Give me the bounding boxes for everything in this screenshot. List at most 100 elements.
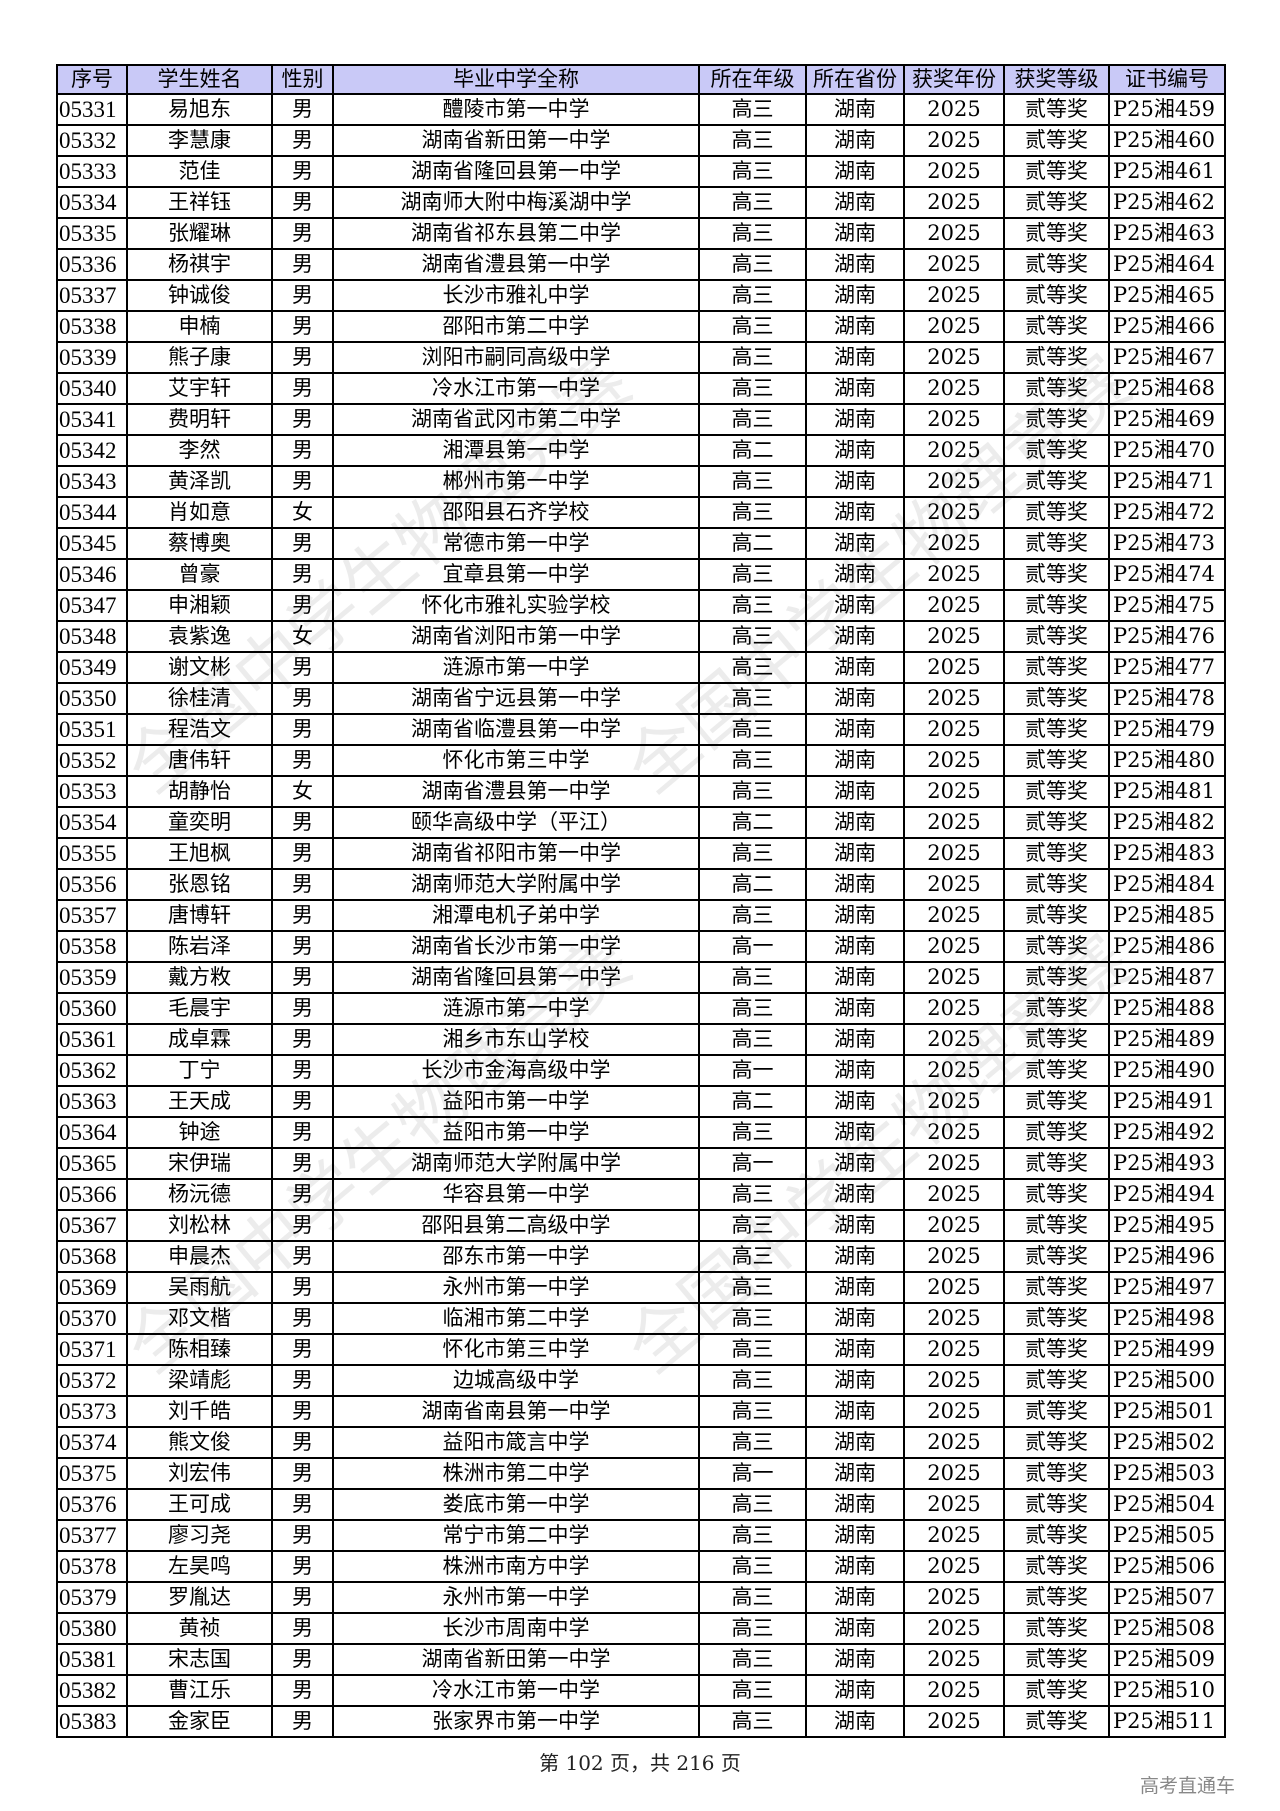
cell-name: 曹江乐 xyxy=(126,1674,273,1707)
cell-serial: 05374 xyxy=(56,1426,128,1459)
cell-year: 2025 xyxy=(903,155,1005,188)
cell-school: 湖南省澧县第一中学 xyxy=(332,248,700,281)
cell-level: 贰等奖 xyxy=(1003,713,1110,746)
cell-gender: 男 xyxy=(271,1302,334,1335)
cell-province: 湖南 xyxy=(805,1674,905,1707)
cell-name: 唐博轩 xyxy=(126,899,273,932)
cell-name: 梁靖彪 xyxy=(126,1364,273,1397)
cell-name: 刘宏伟 xyxy=(126,1457,273,1490)
page-number: 第 102 页，共 216 页 xyxy=(539,1751,741,1775)
cell-province: 湖南 xyxy=(805,248,905,281)
cell-level: 贰等奖 xyxy=(1003,744,1110,777)
cell-serial: 05369 xyxy=(56,1271,128,1304)
cell-province: 湖南 xyxy=(805,1705,905,1738)
cell-school: 张家界市第一中学 xyxy=(332,1705,700,1738)
cell-serial: 05382 xyxy=(56,1674,128,1707)
cell-gender: 男 xyxy=(271,899,334,932)
cell-gender: 男 xyxy=(271,1023,334,1056)
cell-level: 贰等奖 xyxy=(1003,1705,1110,1738)
cell-name: 刘千皓 xyxy=(126,1395,273,1428)
cell-school: 怀化市第三中学 xyxy=(332,1333,700,1366)
cell-name: 黄泽凯 xyxy=(126,465,273,498)
cell-certificate: P25湘462 xyxy=(1108,186,1226,219)
cell-grade: 高三 xyxy=(698,744,807,777)
table-row: 05358 陈岩泽男湖南省长沙市第一中学 高一 湖南 2025 贰等奖 P25湘486 xyxy=(56,930,1226,963)
cell-school: 湖南省新田第一中学 xyxy=(332,1643,700,1676)
cell-province: 湖南 xyxy=(805,1519,905,1552)
cell-serial: 05379 xyxy=(56,1581,128,1614)
cell-level: 贰等奖 xyxy=(1003,1395,1110,1428)
cell-gender: 男 xyxy=(271,155,334,188)
cell-certificate: P25湘490 xyxy=(1108,1054,1226,1087)
cell-level: 贰等奖 xyxy=(1003,93,1110,126)
cell-level: 贰等奖 xyxy=(1003,651,1110,684)
cell-school: 永州市第一中学 xyxy=(332,1271,700,1304)
cell-gender: 男 xyxy=(271,527,334,560)
cell-year: 2025 xyxy=(903,496,1005,529)
cell-province: 湖南 xyxy=(805,1271,905,1304)
table-row: 05350 徐桂清男湖南省宁远县第一中学 高三 湖南 2025 贰等奖 P25湘478 xyxy=(56,682,1226,715)
cell-name: 易旭东 xyxy=(126,93,273,126)
cell-certificate: P25湘484 xyxy=(1108,868,1226,901)
cell-year: 2025 xyxy=(903,372,1005,405)
cell-serial: 05333 xyxy=(56,155,128,188)
cell-certificate: P25湘465 xyxy=(1108,279,1226,312)
cell-province: 湖南 xyxy=(805,341,905,374)
cell-gender: 男 xyxy=(271,1488,334,1521)
cell-gender: 男 xyxy=(271,1426,334,1459)
cell-level: 贰等奖 xyxy=(1003,1240,1110,1273)
cell-school: 湖南省澧县第一中学 xyxy=(332,775,700,808)
cell-province: 湖南 xyxy=(805,775,905,808)
cell-level: 贰等奖 xyxy=(1003,279,1110,312)
cell-name: 申晨杰 xyxy=(126,1240,273,1273)
cell-certificate: P25湘509 xyxy=(1108,1643,1226,1676)
table-row: 05351 程浩文男湖南省临澧县第一中学 高三 湖南 2025 贰等奖 P25湘479 xyxy=(56,713,1226,746)
cell-name: 范佳 xyxy=(126,155,273,188)
cell-grade: 高三 xyxy=(698,1364,807,1397)
cell-province: 湖南 xyxy=(805,403,905,436)
column-header-certificate: 证书编号 xyxy=(1108,64,1226,95)
cell-certificate: P25湘487 xyxy=(1108,961,1226,994)
cell-gender: 男 xyxy=(271,248,334,281)
cell-year: 2025 xyxy=(903,1240,1005,1273)
table-row: 05368 申晨杰男邵东市第一中学 高三 湖南 2025 贰等奖 P25湘496 xyxy=(56,1240,1226,1273)
cell-year: 2025 xyxy=(903,124,1005,157)
table-row: 05361 成卓霖男湘乡市东山学校 高三 湖南 2025 贰等奖 P25湘489 xyxy=(56,1023,1226,1056)
cell-school: 临湘市第二中学 xyxy=(332,1302,700,1335)
cell-certificate: P25湘500 xyxy=(1108,1364,1226,1397)
column-header-gender: 性别 xyxy=(271,64,334,95)
cell-serial: 05346 xyxy=(56,558,128,591)
cell-serial: 05345 xyxy=(56,527,128,560)
cell-gender: 男 xyxy=(271,1581,334,1614)
cell-grade: 高三 xyxy=(698,186,807,219)
cell-name: 钟途 xyxy=(126,1116,273,1149)
cell-certificate: P25湘493 xyxy=(1108,1147,1226,1180)
cell-school: 宜章县第一中学 xyxy=(332,558,700,591)
cell-year: 2025 xyxy=(903,1519,1005,1552)
cell-name: 钟诚俊 xyxy=(126,279,273,312)
cell-level: 贰等奖 xyxy=(1003,1519,1110,1552)
cell-serial: 05383 xyxy=(56,1705,128,1738)
cell-year: 2025 xyxy=(903,1705,1005,1738)
cell-province: 湖南 xyxy=(805,1550,905,1583)
cell-year: 2025 xyxy=(903,93,1005,126)
cell-certificate: P25湘469 xyxy=(1108,403,1226,436)
cell-grade: 高三 xyxy=(698,341,807,374)
cell-school: 湖南省南县第一中学 xyxy=(332,1395,700,1428)
cell-grade: 高三 xyxy=(698,1116,807,1149)
cell-grade: 高三 xyxy=(698,465,807,498)
table-row: 05353 胡静怡女湖南省澧县第一中学 高三 湖南 2025 贰等奖 P25湘481 xyxy=(56,775,1226,808)
cell-province: 湖南 xyxy=(805,1023,905,1056)
cell-serial: 05353 xyxy=(56,775,128,808)
table-row: 05376 王可成男娄底市第一中学 高三 湖南 2025 贰等奖 P25湘504 xyxy=(56,1488,1226,1521)
cell-province: 湖南 xyxy=(805,1426,905,1459)
cell-province: 湖南 xyxy=(805,1488,905,1521)
cell-year: 2025 xyxy=(903,1426,1005,1459)
cell-year: 2025 xyxy=(903,1178,1005,1211)
cell-name: 熊子康 xyxy=(126,341,273,374)
cell-year: 2025 xyxy=(903,744,1005,777)
cell-certificate: P25湘499 xyxy=(1108,1333,1226,1366)
cell-school: 邵阳县石齐学校 xyxy=(332,496,700,529)
table-row: 05365 宋伊瑞男湖南师范大学附属中学 高一 湖南 2025 贰等奖 P25湘493 xyxy=(56,1147,1226,1180)
cell-certificate: P25湘508 xyxy=(1108,1612,1226,1645)
